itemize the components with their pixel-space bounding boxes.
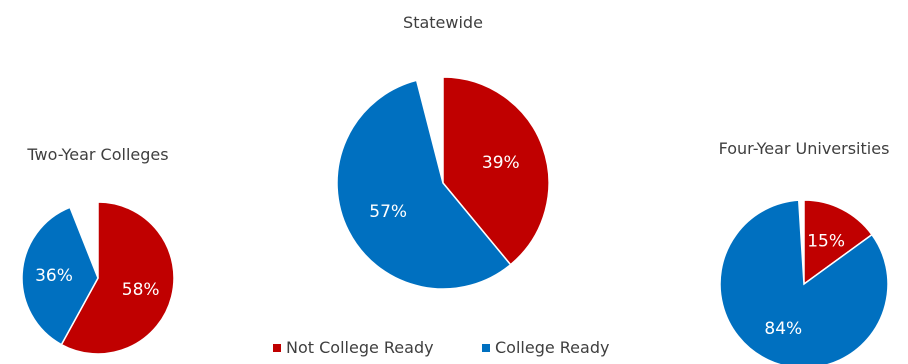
pie-title: Statewide (403, 13, 483, 32)
pie-title: Two-Year Colleges (26, 145, 168, 164)
pie-slice (21, 206, 99, 346)
pie-group: Four-Year Universities 15% 84% (719, 139, 890, 364)
data-label: 84% (764, 319, 802, 339)
pie-title: Four-Year Universities (719, 139, 890, 158)
pie-group: Statewide 39% 57% (336, 13, 550, 290)
pie-group: Two-Year Colleges 58% 36% (21, 145, 175, 355)
data-label: 58% (122, 280, 160, 300)
data-label: 15% (807, 232, 845, 252)
pie-slice (803, 199, 874, 286)
legend: Not College Ready College Ready (273, 338, 609, 357)
legend-label: Not College Ready (286, 338, 434, 357)
pie-slice (336, 79, 512, 290)
pie-slice (719, 199, 889, 364)
legend-swatch (273, 344, 281, 352)
pie-slice (60, 201, 175, 355)
data-label: 39% (482, 153, 520, 173)
legend-swatch (482, 344, 490, 352)
legend-label: College Ready (495, 338, 609, 357)
pie-slice (442, 76, 550, 266)
data-label: 57% (369, 202, 407, 222)
data-label: 36% (35, 266, 73, 286)
